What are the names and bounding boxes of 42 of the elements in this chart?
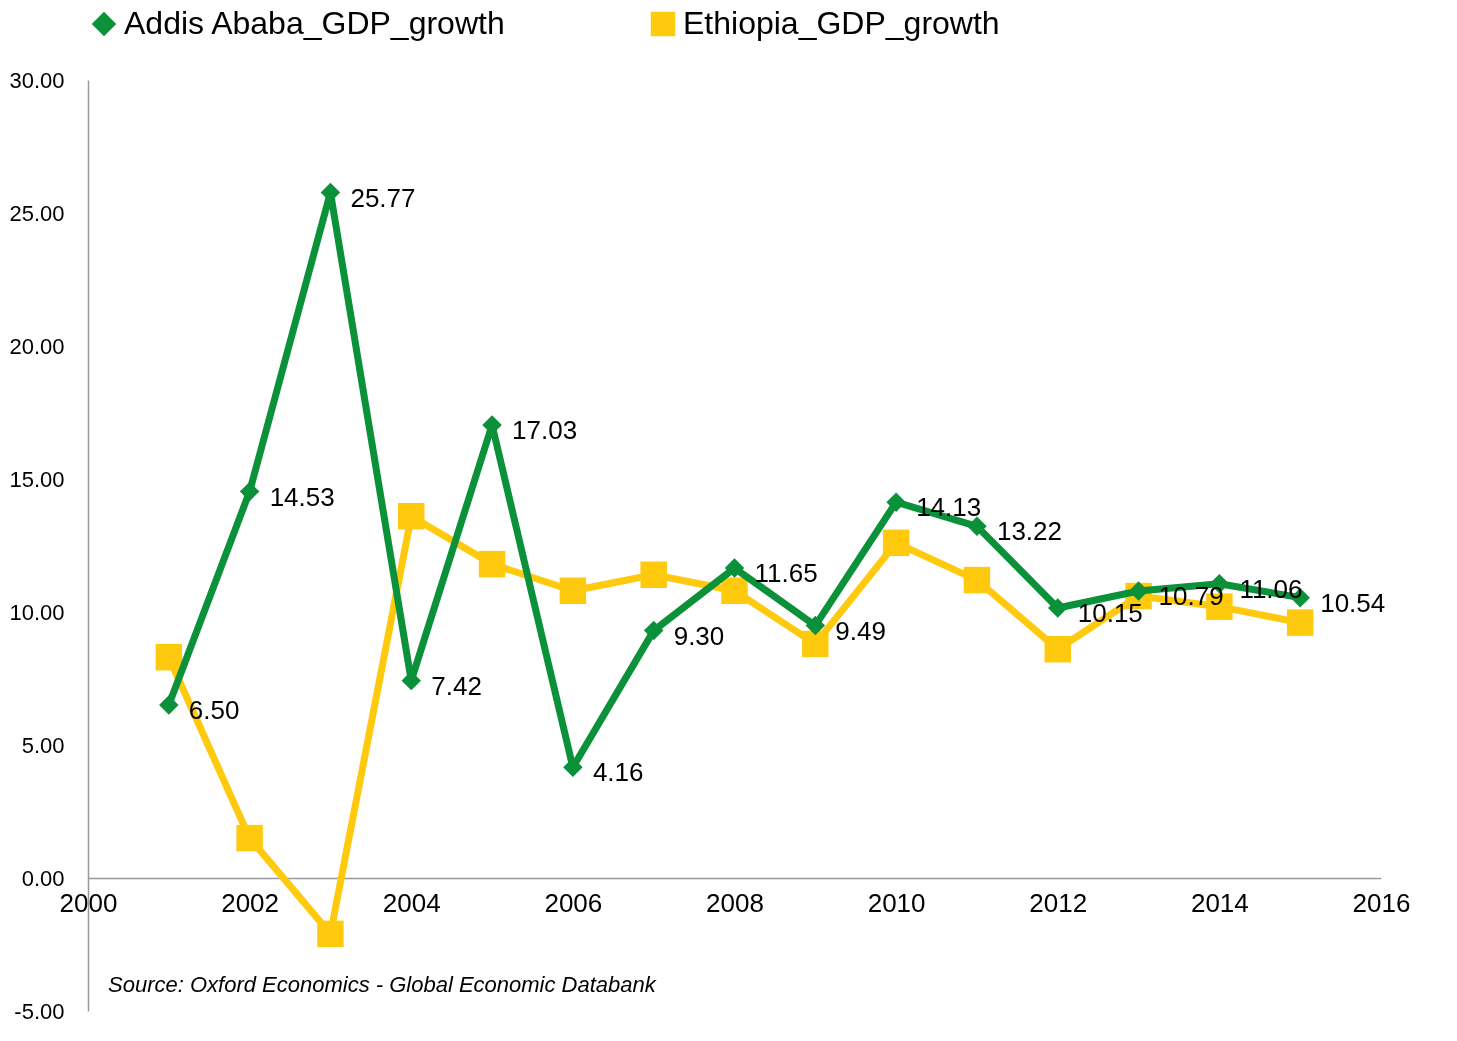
point [155,643,183,671]
y-tick-label: 25.00 [9,200,65,226]
x-tick-label: 2004 [382,887,441,918]
data-label: 7.42 [431,670,482,701]
x-tick-label: 2008 [706,887,764,918]
data-label: 25.77 [350,182,416,213]
point [1286,609,1314,636]
point [236,824,263,852]
y-tick-label: 20.00 [9,333,65,359]
data-label: 14.53 [269,481,335,512]
point [559,577,587,604]
data-label: 14.13 [916,492,982,523]
y-tick-label: 10.00 [9,599,65,625]
data-label: 9.30 [673,620,725,651]
x-tick-label: 2006 [544,887,603,918]
point [398,503,425,530]
point [963,566,991,594]
data-label: 11.65 [754,558,818,589]
x-tick-label: 2010 [867,887,926,918]
data-label: 4.16 [592,757,644,788]
annotation: Source: Oxford Economics - Global Economic Databank [108,972,657,997]
point [317,920,344,948]
y-tick-label: -5.00 [14,998,65,1024]
point [478,550,506,578]
x-tick-label: 2012 [1029,887,1088,918]
point [721,577,748,604]
data-label: 10.54 [1320,587,1386,618]
point [1044,636,1071,663]
y-tick-label: 15.00 [9,466,65,492]
x-tick-label: 2016 [1352,887,1411,918]
legend-label: Ethiopia_GDP_growth [683,5,1000,41]
point [640,561,667,588]
legend-label: Addis Ababa_GDP_growth [124,5,505,41]
x-tick-label: 2002 [221,887,280,918]
x-tick-label: 2014 [1190,887,1249,918]
point [882,529,910,557]
y-tick-label: 5.00 [21,732,65,758]
data-label: 17.03 [512,415,578,445]
data-label: 13.22 [996,516,1063,547]
point [802,630,829,658]
data-label: 9.49 [835,615,886,646]
y-tick-label: 30.00 [9,67,65,93]
